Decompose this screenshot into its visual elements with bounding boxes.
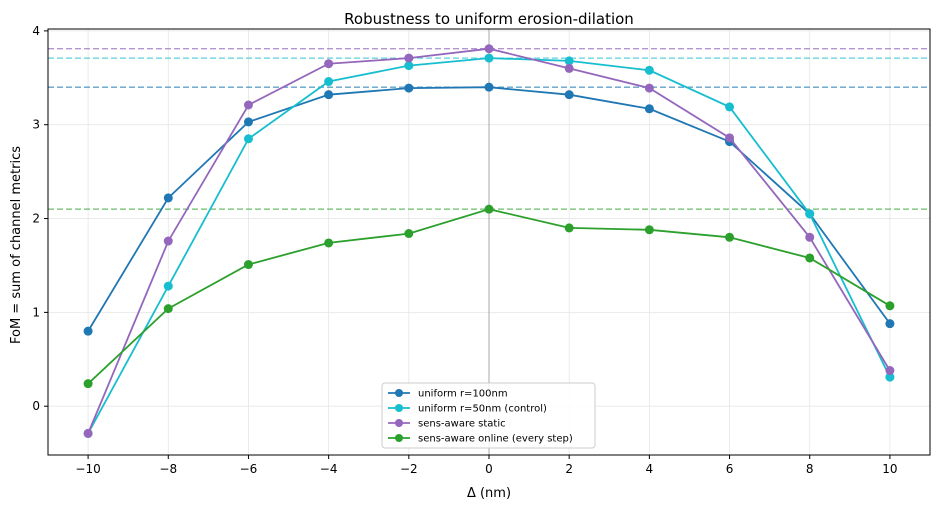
x-tick-label: −8 [159, 462, 177, 476]
data-point [83, 326, 93, 336]
data-point [163, 236, 173, 246]
data-point [885, 366, 895, 376]
x-tick-label: −2 [400, 462, 418, 476]
x-tick-label: 8 [806, 462, 814, 476]
data-point [163, 304, 173, 314]
data-point [243, 260, 253, 270]
data-point [324, 59, 334, 69]
y-tick-label: 4 [32, 24, 40, 38]
x-tick-label: 0 [485, 462, 493, 476]
data-point [644, 225, 654, 235]
y-tick-label: 0 [32, 399, 40, 413]
data-point [484, 44, 494, 54]
data-point [885, 319, 895, 329]
data-point [644, 83, 654, 93]
data-point [484, 53, 494, 63]
data-point [243, 134, 253, 144]
x-tick-label: 4 [646, 462, 654, 476]
legend-label: sens-aware static [418, 419, 506, 430]
legend: uniform r=100nm uniform r=50nm (control) s… [381, 382, 596, 449]
data-point [163, 281, 173, 291]
data-point [725, 102, 735, 112]
chart-title: Robustness to uniform erosion-dilation [344, 10, 634, 28]
x-tick-label: 2 [565, 462, 573, 476]
data-point [324, 90, 334, 100]
legend-swatch-marker [395, 389, 403, 397]
data-point [725, 232, 735, 242]
legend-label: uniform r=100nm [418, 389, 508, 400]
data-point [644, 65, 654, 75]
x-tick-label: −10 [75, 462, 100, 476]
data-point [564, 223, 574, 233]
data-point [83, 379, 93, 389]
data-point [243, 100, 253, 110]
ticks: −10 −8 −6 −4 −2 0 2 4 6 8 10 0 1 2 3 4 [32, 24, 897, 476]
legend-swatch-marker [395, 419, 403, 427]
data-point [564, 90, 574, 100]
y-tick-label: 3 [32, 118, 40, 132]
x-tick-label: 6 [726, 462, 734, 476]
data-point [564, 63, 574, 73]
legend-label: uniform r=50nm (control) [418, 404, 547, 415]
legend-box [381, 382, 596, 449]
data-point [484, 204, 494, 214]
x-tick-label: −4 [320, 462, 338, 476]
y-tick-label: 1 [32, 305, 40, 319]
data-point [644, 104, 654, 114]
x-tick-label: 10 [882, 462, 897, 476]
data-point [805, 232, 815, 242]
data-point [404, 83, 414, 93]
x-tick-label: −6 [240, 462, 258, 476]
data-point [243, 117, 253, 127]
data-point [83, 428, 93, 438]
legend-label: sens-aware online (every step) [418, 434, 573, 445]
data-point [404, 229, 414, 239]
data-point [805, 209, 815, 219]
data-point [725, 133, 735, 143]
y-tick-label: 2 [32, 212, 40, 226]
data-point [324, 238, 334, 248]
data-point [324, 77, 334, 87]
data-point [885, 301, 895, 311]
y-axis-label: FoM = sum of channel metrics [9, 146, 24, 344]
data-point [163, 193, 173, 203]
data-point [404, 61, 414, 71]
x-axis-label: Δ (nm) [467, 486, 511, 501]
legend-swatch-marker [395, 434, 403, 442]
data-point [885, 372, 895, 382]
data-point [484, 82, 494, 92]
data-point [564, 56, 574, 66]
data-point [404, 53, 414, 63]
series-layer [83, 44, 895, 438]
data-point [805, 253, 815, 263]
legend-swatch-marker [395, 404, 403, 412]
